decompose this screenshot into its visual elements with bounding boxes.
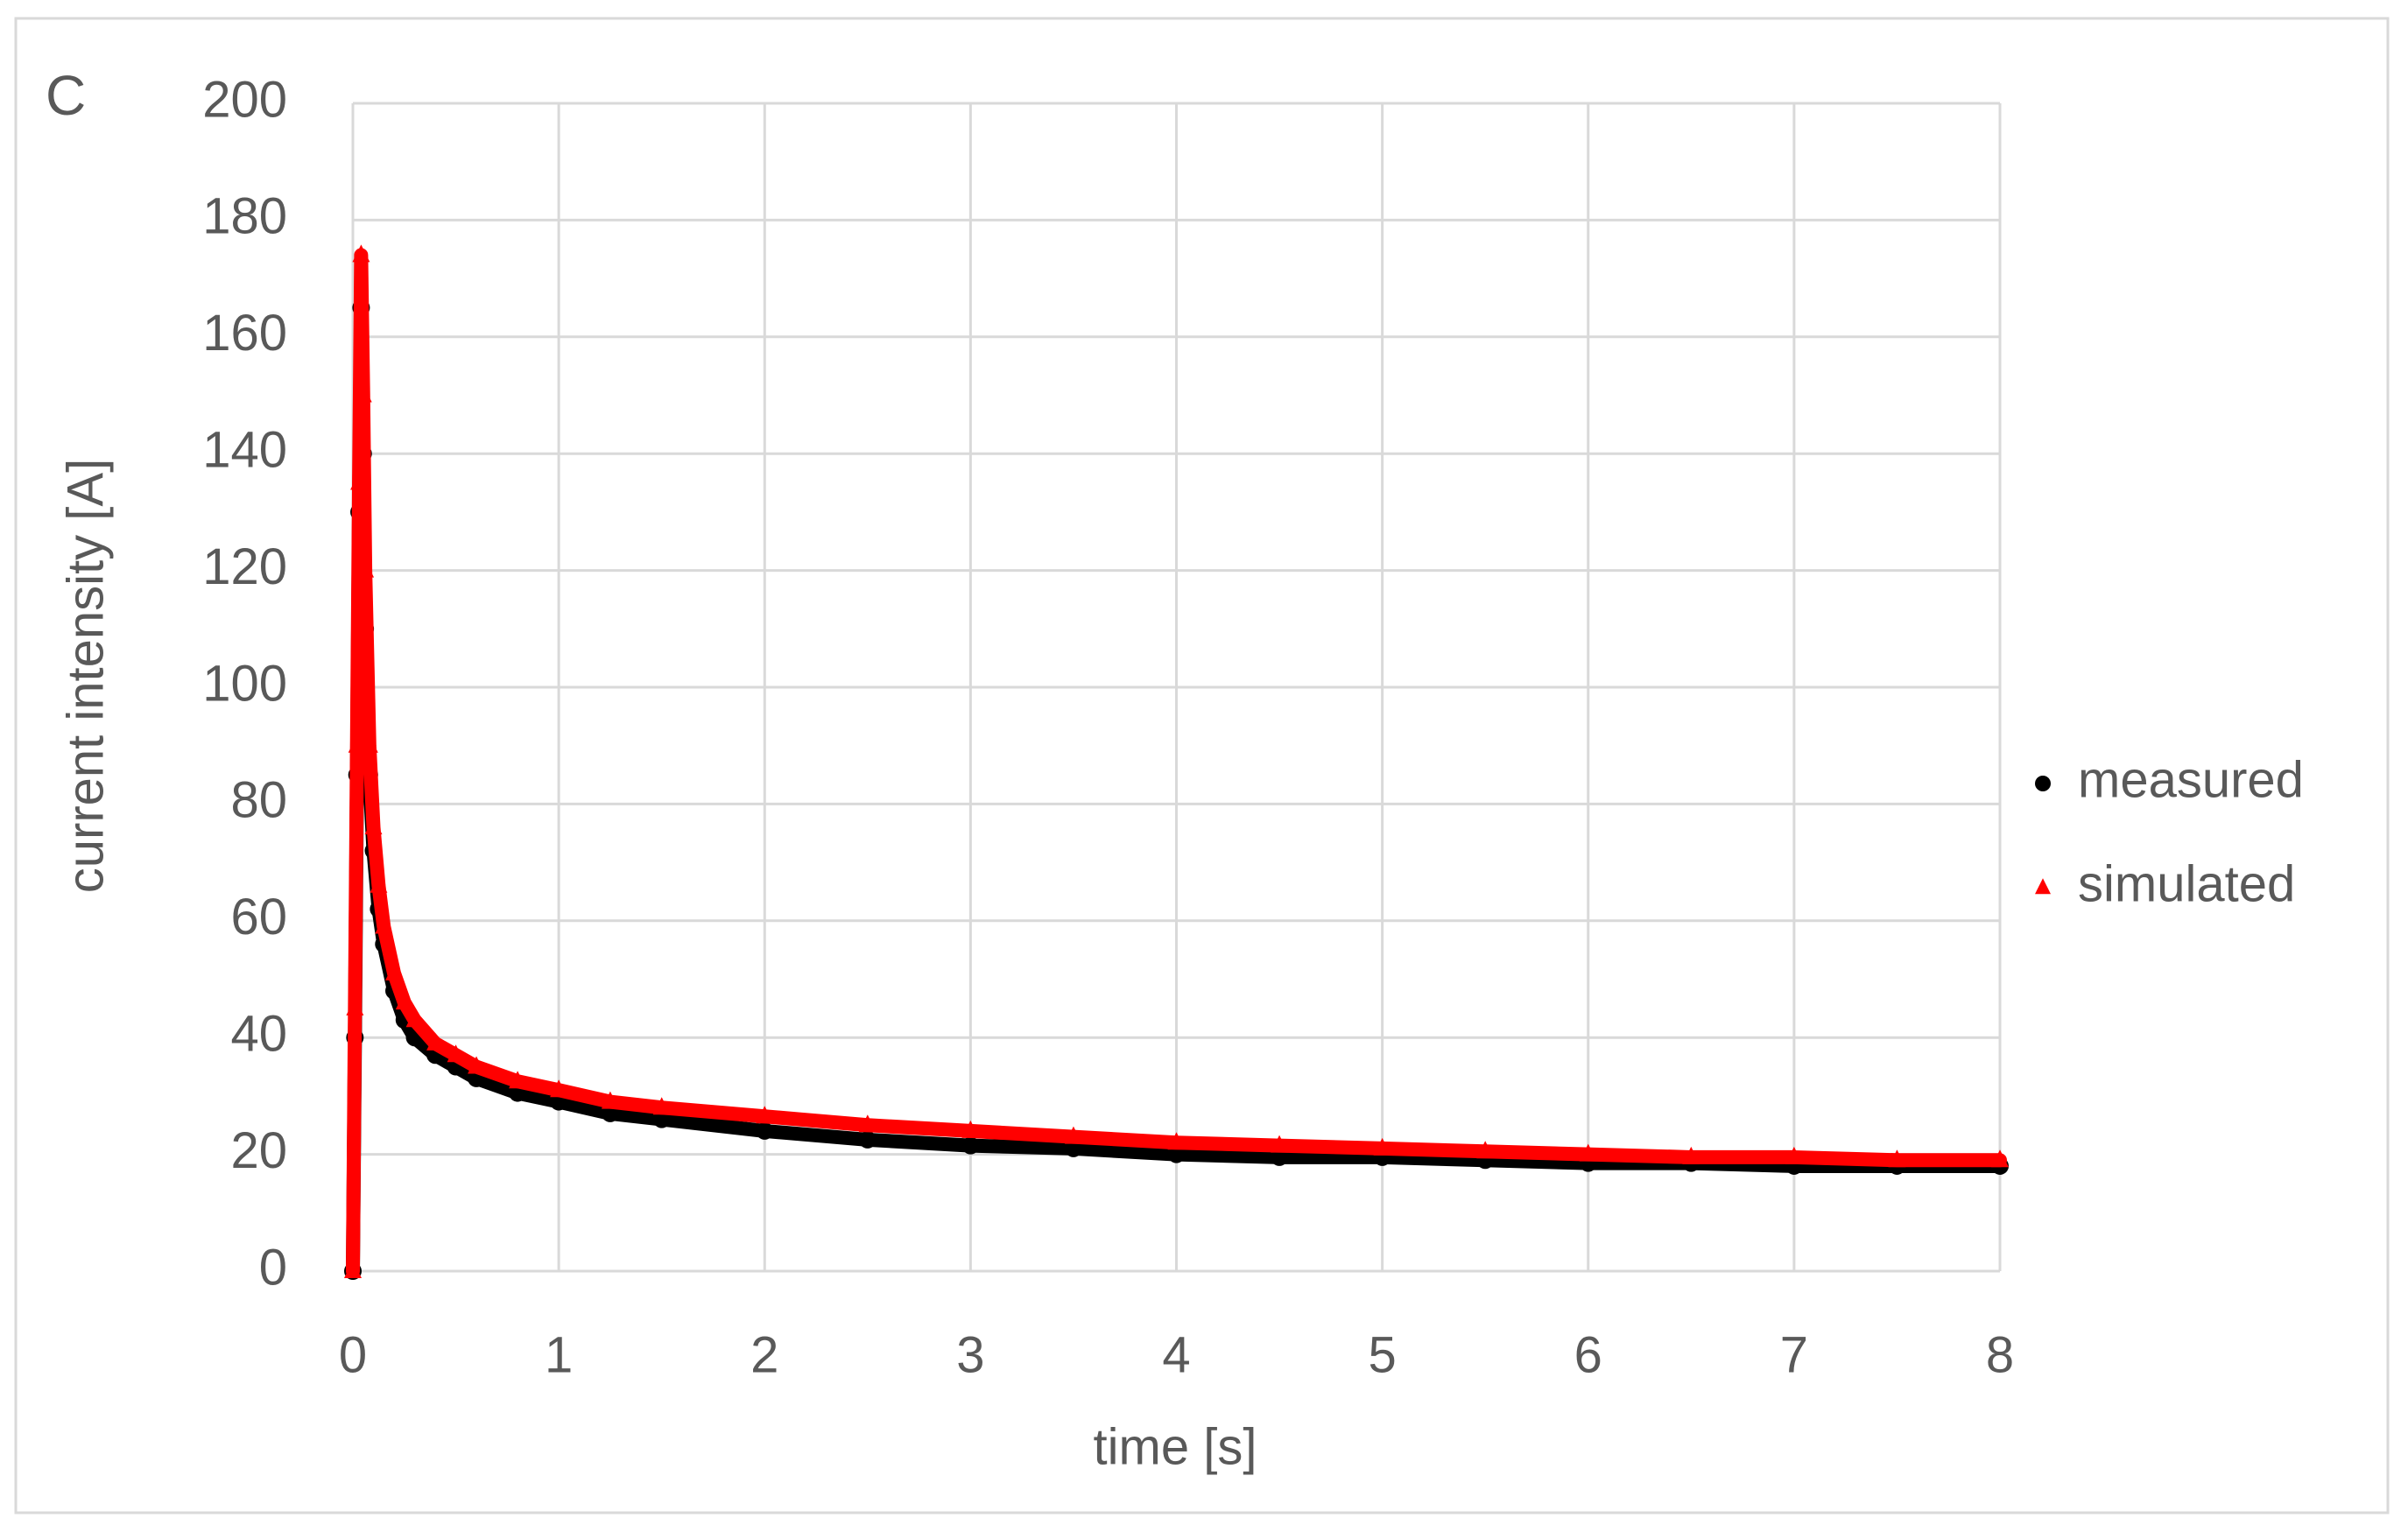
marker-triangle [405,1009,424,1028]
y-tick-label: 40 [230,1006,287,1063]
marker-triangle [356,559,375,578]
y-tick-label: 180 [202,188,287,245]
marker-triangle [344,1261,362,1278]
marker-triangle [550,1079,568,1098]
y-tick-label: 140 [202,422,287,479]
marker-triangle [1785,1146,1803,1164]
x-tick-label: 7 [1780,1326,1808,1383]
legend-label: measured [2078,751,2304,808]
marker-triangle [1271,1135,1289,1153]
marker-triangle [354,384,372,403]
marker-triangle [652,1097,671,1115]
x-tick-label: 8 [1986,1326,2014,1383]
marker-triangle [961,1120,980,1138]
marker-triangle [1373,1137,1391,1156]
y-tick-label: 60 [230,889,287,945]
x-tick-label: 5 [1368,1326,1396,1383]
marker-triangle [348,734,366,753]
marker-circle [858,1130,877,1149]
legend-marker [2035,776,2051,791]
marker-triangle [509,1071,527,1089]
y-tick-label: 80 [230,772,287,829]
legend-label: simulated [2078,855,2295,912]
y-axis-title: current intensity [A] [57,459,114,893]
marker-circle [1064,1139,1082,1157]
marker-circle [961,1136,980,1155]
y-tick-label: 160 [202,305,287,362]
x-axis-title: time [s] [1094,1418,1257,1475]
marker-triangle [395,992,413,1010]
marker-triangle [447,1044,465,1063]
marker-triangle [364,817,383,835]
marker-triangle [1682,1146,1700,1164]
marker-triangle [350,472,369,490]
x-tick-label: 1 [545,1326,573,1383]
marker-triangle [1064,1126,1082,1144]
panel-label: C [46,64,86,127]
marker-circle [1271,1148,1289,1166]
y-tick-label: 120 [202,538,287,595]
marker-triangle [370,875,388,893]
marker-triangle [858,1114,877,1133]
marker-triangle [346,997,364,1015]
marker-triangle [375,916,393,934]
marker-circle [756,1121,774,1140]
y-tick-label: 20 [230,1122,287,1179]
y-tick-label: 100 [202,655,287,712]
marker-circle [1167,1145,1186,1163]
marker-triangle [1476,1141,1495,1159]
y-tick-label: 200 [202,71,287,128]
x-tick-label: 2 [750,1326,778,1383]
chart-frame [14,17,2390,1514]
x-tick-label: 0 [339,1326,367,1383]
marker-triangle [1579,1143,1597,1162]
marker-triangle [385,962,404,980]
marker-triangle [360,734,378,753]
x-tick-label: 4 [1162,1326,1190,1383]
marker-triangle [468,1056,486,1074]
marker-triangle [601,1091,619,1109]
legend-marker [2035,878,2051,895]
x-tick-label: 3 [956,1326,984,1383]
x-tick-label: 6 [1574,1326,1602,1383]
marker-triangle [426,1032,445,1051]
marker-triangle [1888,1149,1906,1168]
marker-triangle [352,244,370,263]
marker-triangle [1167,1132,1186,1150]
y-tick-label: 0 [259,1239,287,1296]
marker-triangle [756,1106,774,1124]
marker-triangle [1991,1149,2009,1168]
